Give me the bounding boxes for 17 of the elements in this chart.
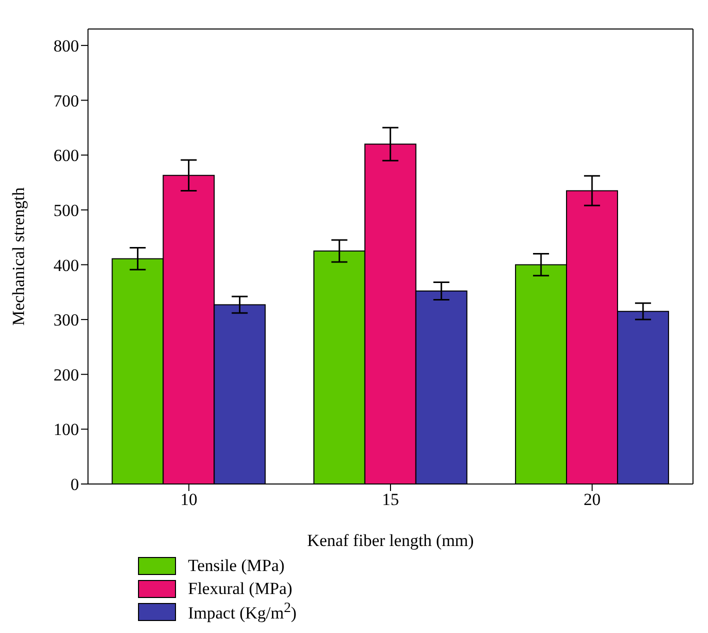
y-axis-title: Mechanical strength bbox=[9, 186, 28, 326]
x-tick-label: 15 bbox=[382, 490, 399, 510]
y-tick-label: 300 bbox=[54, 310, 79, 330]
y-tick-label: 600 bbox=[54, 146, 79, 166]
y-tick-label: 400 bbox=[54, 256, 79, 275]
legend-label: Tensile (MPa) bbox=[188, 556, 285, 576]
legend-label: Flexural (MPa) bbox=[188, 578, 292, 598]
y-tick-label: 800 bbox=[54, 36, 79, 56]
y-tick-label: 100 bbox=[54, 420, 79, 440]
y-tick-label: 0 bbox=[70, 475, 79, 494]
x-tick-label: 10 bbox=[180, 490, 198, 510]
y-tick-label: 700 bbox=[54, 91, 79, 110]
legend-label: Impact (Kg/m$^{2}$) bbox=[188, 600, 297, 624]
y-tick-label: 200 bbox=[54, 365, 79, 384]
x-axis-title: Kenaf fiber length (mm) bbox=[307, 531, 474, 550]
y-tick-label: 500 bbox=[54, 200, 79, 220]
x-tick-label: 20 bbox=[584, 490, 601, 510]
